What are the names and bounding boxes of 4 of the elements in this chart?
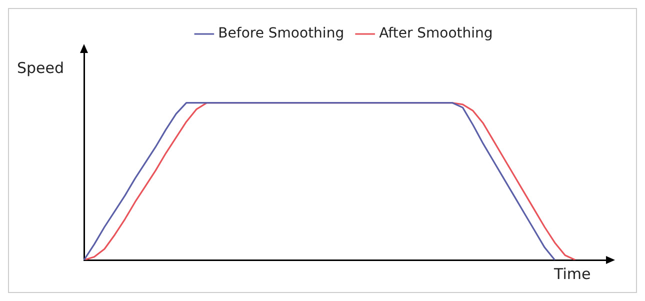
y-axis-title: Speed (17, 59, 64, 77)
legend-label: Before Smoothing (218, 26, 344, 42)
legend-label: After Smoothing (379, 26, 493, 42)
x-axis-title: Time (554, 265, 591, 283)
